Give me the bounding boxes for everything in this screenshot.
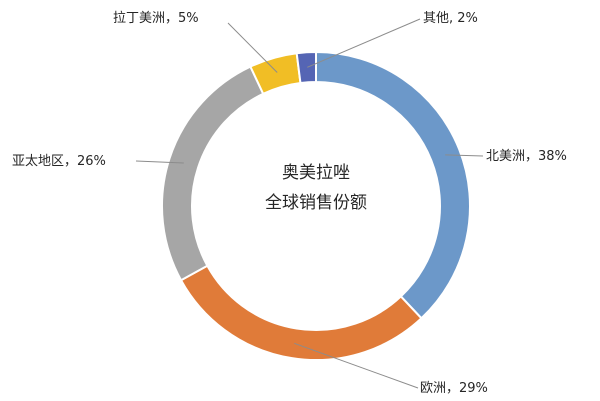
data-label-3: 拉丁美洲，5% [113, 11, 199, 26]
leader-line-2 [135, 160, 184, 164]
data-label-1: 欧洲，29% [420, 381, 488, 396]
leader-line-1 [294, 342, 419, 389]
data-label-4: 其他, 2% [423, 11, 478, 26]
slice-2 [161, 65, 265, 282]
leader-line-3 [227, 22, 278, 73]
donut-slices [161, 50, 471, 361]
leader-lines [135, 18, 484, 389]
slice-4 [295, 50, 317, 85]
data-label-0: 北美洲，38% [486, 149, 567, 164]
leader-line-4 [307, 18, 421, 68]
leader-line-0 [445, 154, 484, 157]
data-labels: 北美洲，38% 欧洲，29% 亚太地区，26% 拉丁美洲，5% 其他, 2% [12, 11, 567, 396]
center-title-line-1: 奥美拉唑 [282, 163, 350, 183]
center-title-line-2: 全球销售份额 [265, 193, 367, 213]
data-label-2: 亚太地区，26% [12, 154, 106, 169]
slice-0 [315, 50, 471, 320]
